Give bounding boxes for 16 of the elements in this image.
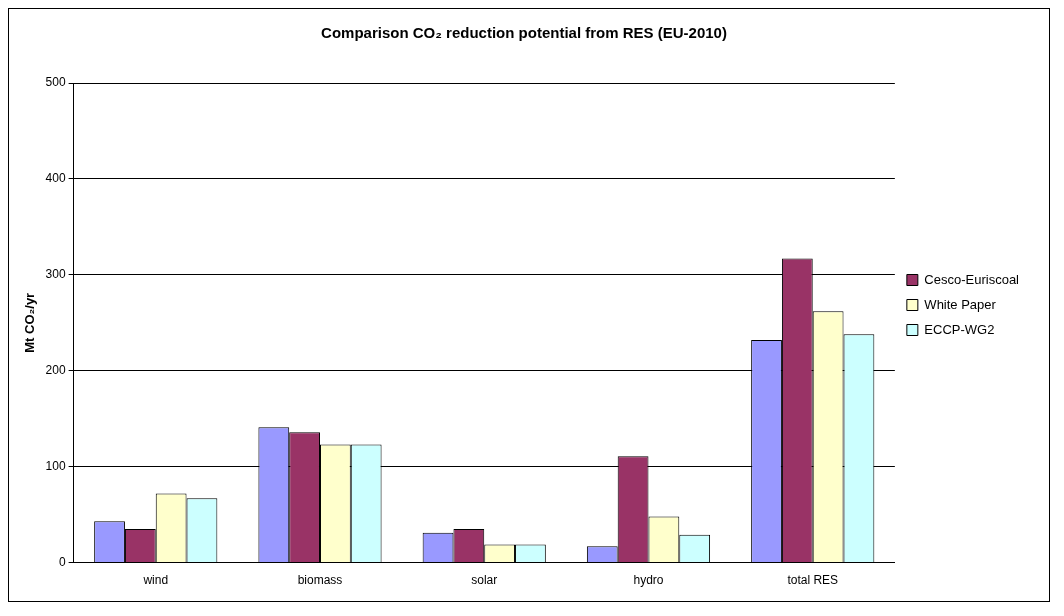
y-tick-label: 400 bbox=[45, 171, 66, 186]
y-tick-label: 200 bbox=[45, 363, 66, 378]
y-tick-label: 500 bbox=[45, 75, 66, 90]
x-tick-label: wind bbox=[142, 573, 169, 588]
y-axis-title: Mt CO₂/yr bbox=[22, 292, 38, 353]
legend-label: White Paper bbox=[924, 296, 997, 312]
x-tick-label: hydro bbox=[633, 573, 664, 588]
legend-label: Cesco-Euriscoal bbox=[924, 271, 1020, 287]
x-tick-label: biomass bbox=[297, 573, 343, 588]
y-tick-label: 300 bbox=[45, 267, 66, 282]
x-tick-label: solar bbox=[471, 573, 498, 588]
y-tick-label: 100 bbox=[45, 458, 66, 473]
y-tick-label: 0 bbox=[58, 554, 66, 569]
x-tick-label: total RES bbox=[787, 573, 839, 588]
chart-title: Comparison CO₂ reduction potential from RES (EU-2010) bbox=[321, 24, 727, 42]
legend-label: ECCP-WG2 bbox=[924, 321, 995, 337]
